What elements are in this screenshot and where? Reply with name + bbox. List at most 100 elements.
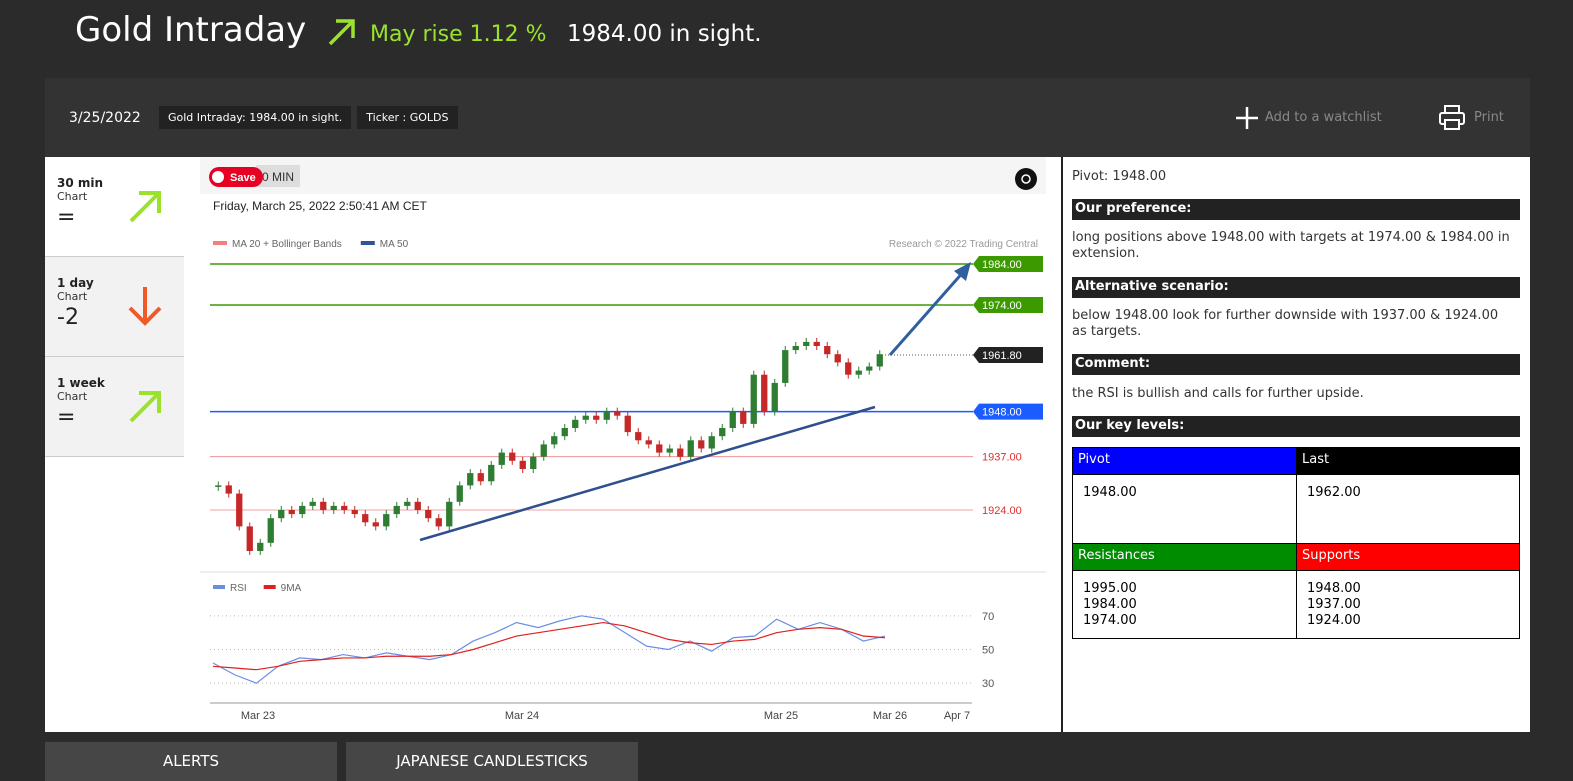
target-arrow: [888, 269, 967, 356]
tab[interactable]: ALERTS: [45, 742, 337, 781]
candle: [330, 505, 337, 510]
divider: [1061, 157, 1063, 732]
candle: [519, 460, 526, 469]
candle: [803, 341, 810, 346]
candle: [404, 501, 411, 506]
legend-swatch: [213, 585, 225, 589]
candle: [372, 522, 379, 527]
section-text: the RSI is bullish and calls for further…: [1072, 386, 1364, 401]
trend-icon: [128, 287, 162, 326]
candle: [446, 501, 453, 527]
candle: [393, 505, 400, 515]
candle: [215, 485, 222, 487]
interval-box[interactable]: [256, 165, 300, 187]
rsi-tick-label: 30: [982, 678, 994, 690]
pin-icon: [212, 171, 224, 183]
legend-label: MA 20 + Bollinger Bands: [232, 239, 342, 250]
level-label: 1948.00: [982, 407, 1022, 419]
level-value: 1974.00: [1083, 613, 1137, 628]
level-tag: [973, 403, 1043, 420]
save-label: Save: [230, 172, 256, 184]
zoom-icon[interactable]: [1015, 168, 1037, 190]
key-levels-heading: Our key levels:: [1072, 416, 1520, 437]
candle: [341, 505, 348, 510]
level-value: 1948.00: [1307, 581, 1361, 596]
candle: [309, 501, 316, 506]
candle: [435, 518, 442, 527]
rsi-tick-label: 50: [982, 645, 994, 657]
candle: [792, 346, 799, 351]
candle: [729, 411, 736, 428]
candle: [362, 514, 369, 523]
pivot-head: Pivot: [1072, 447, 1297, 475]
candle: [267, 518, 274, 543]
candle: [236, 493, 243, 527]
candle: [845, 362, 852, 375]
candle: [320, 501, 327, 510]
candle: [824, 346, 831, 355]
timeframe-box: [45, 257, 184, 357]
candle: [257, 542, 264, 551]
candle: [498, 452, 505, 465]
legend-label: MA 50: [380, 239, 409, 250]
candle: [656, 444, 663, 453]
tab[interactable]: JAPANESE CANDLESTICKS: [346, 742, 638, 781]
section-heading: Comment:: [1072, 354, 1520, 375]
content: [45, 157, 1530, 732]
legend-swatch: [263, 585, 276, 589]
chart-toolbar: [200, 157, 1046, 194]
candle: [708, 436, 715, 449]
level-tag: [973, 297, 1043, 313]
candle: [813, 341, 820, 346]
candle: [288, 510, 295, 515]
section-text: long positions above 1948.00 with target…: [1072, 230, 1510, 261]
x-tick-label: Mar 26: [873, 710, 907, 722]
title: Gold Intraday: [75, 10, 307, 50]
candle: [477, 473, 484, 482]
level-label: 1961.80: [982, 350, 1022, 362]
date: 3/25/2022: [69, 110, 141, 126]
candle: [246, 526, 253, 551]
watchlist-button[interactable]: Add to a watchlist: [1265, 110, 1382, 125]
candle: [593, 415, 600, 420]
candle: [572, 419, 579, 428]
candle: [761, 374, 768, 412]
plus-icon[interactable]: [1235, 106, 1259, 130]
level-value: 1984.00: [1083, 597, 1137, 612]
candle: [509, 452, 516, 461]
candle: [603, 411, 610, 420]
candle: [855, 370, 862, 375]
candle: [225, 485, 232, 494]
timestamp: Friday, March 25, 2022 2:50:41 AM CET: [213, 199, 428, 213]
timeframe-value: =: [57, 205, 76, 230]
level-label: 1984.00: [982, 259, 1022, 271]
x-tick-label: Apr 7: [944, 710, 970, 722]
candle: [551, 436, 558, 445]
chart: 0 MIN Save Friday, March 25, 2022 2:50:4…: [200, 157, 1046, 722]
candle: [540, 444, 547, 457]
interval: 0 MIN: [262, 170, 294, 184]
trend-icon: [129, 191, 161, 223]
candle: [687, 440, 694, 457]
print-icon[interactable]: [1438, 104, 1466, 132]
timeframe-sub: Chart: [57, 290, 88, 303]
tag: Gold Intraday: 1984.00 in sight.: [159, 106, 352, 129]
candle: [834, 354, 841, 363]
level-tag: [973, 347, 1043, 364]
level-label: 1974.00: [982, 300, 1022, 312]
candle: [719, 428, 726, 437]
candle: [488, 464, 495, 482]
candle: [866, 366, 873, 371]
section-heading: Our preference:: [1072, 199, 1520, 220]
candle: [383, 514, 390, 527]
print-button[interactable]: Print: [1474, 110, 1504, 125]
level-value: 1937.00: [1307, 597, 1361, 612]
timeframe-label: 1 day: [57, 276, 94, 290]
pivot: Pivot: 1948.00: [1072, 169, 1167, 184]
save-button[interactable]: [209, 167, 263, 187]
candle: [278, 510, 285, 519]
candle: [698, 440, 705, 449]
credit: Research © 2022 Trading Central: [889, 239, 1038, 250]
timeframe-label: 30 min: [57, 176, 104, 190]
